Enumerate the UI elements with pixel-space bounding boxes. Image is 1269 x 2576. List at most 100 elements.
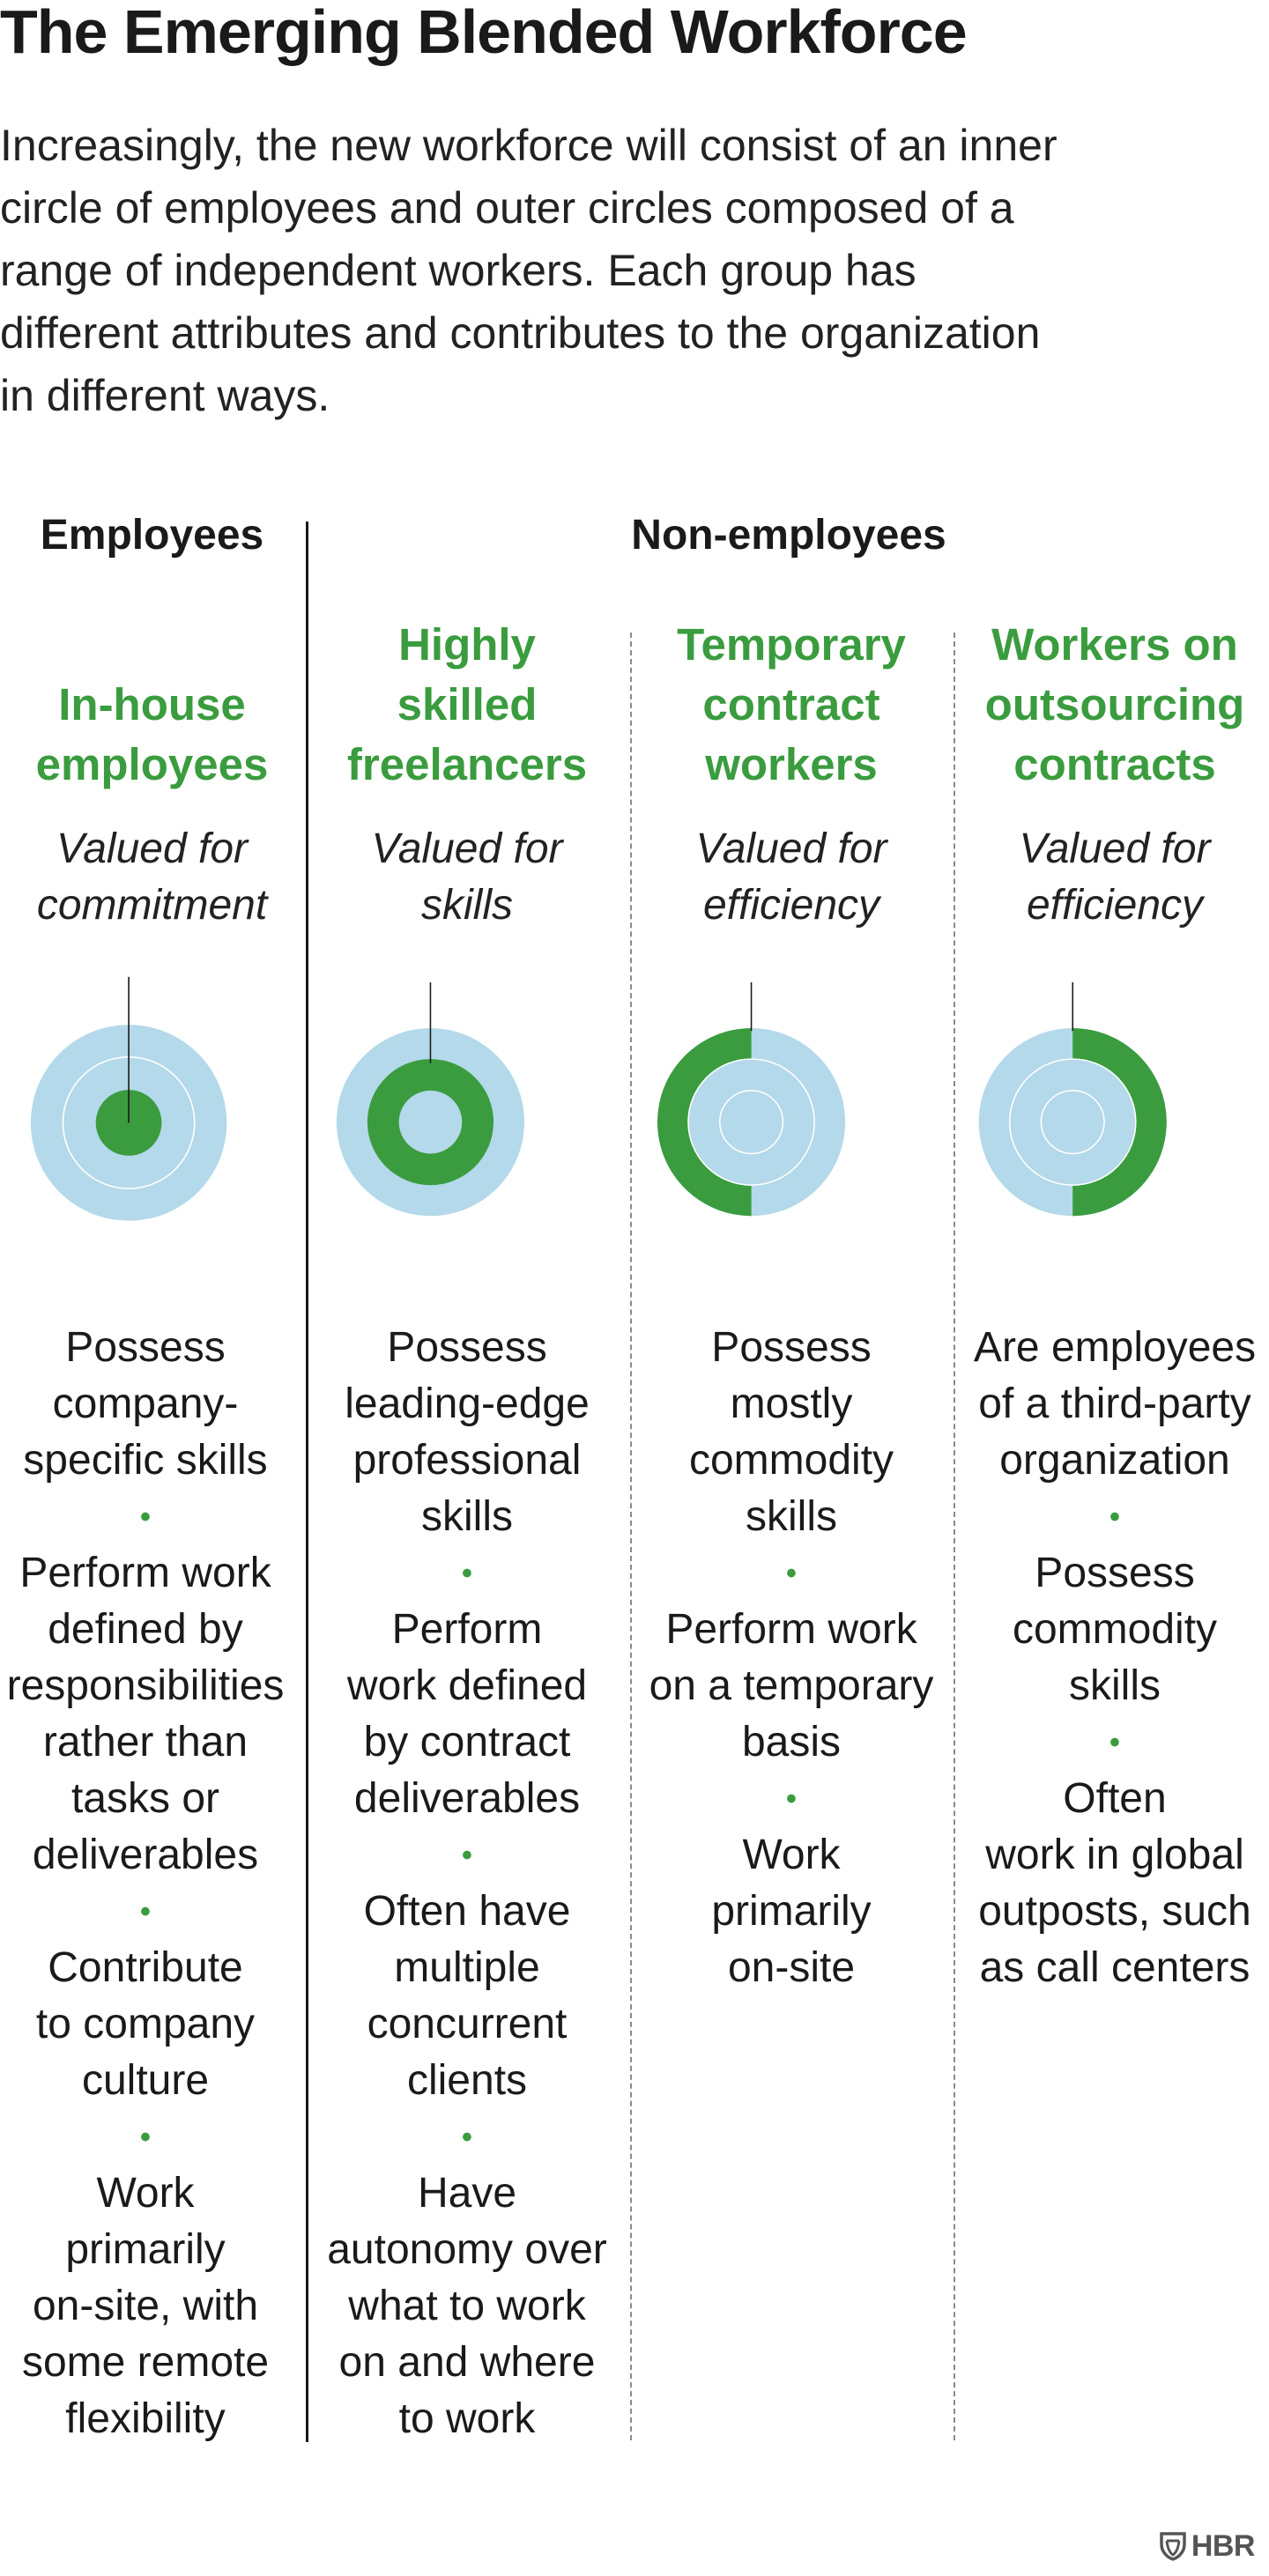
attribute-line: Have bbox=[417, 2170, 517, 2217]
inner-circle bbox=[1040, 1090, 1105, 1155]
attribute-item: Perform work on a temporary basis bbox=[633, 1602, 950, 1771]
worker-type-title-line: contract bbox=[702, 679, 880, 729]
worker-type-title: Temporary contract workers bbox=[633, 615, 950, 795]
concentric-circles-diagram bbox=[336, 982, 524, 1217]
valued-for-line: Valued for bbox=[371, 825, 563, 872]
attribute-list: Are employees of a third-party organizatio… bbox=[956, 1320, 1269, 1996]
worker-type-title-line: Temporary bbox=[677, 619, 906, 670]
attribute-item: Perform work defined by contract deliverabl… bbox=[308, 1602, 626, 1827]
attribute-line: of a third-party bbox=[978, 1381, 1251, 1427]
attribute-line: primarily bbox=[65, 2226, 226, 2273]
attribute-line: Possess bbox=[1035, 1550, 1195, 1596]
valued-for-line: commitment bbox=[36, 882, 268, 929]
attribute-line: concurrent bbox=[367, 2001, 568, 2047]
intro-line: different attributes and contributes to … bbox=[0, 308, 1041, 358]
attribute-line: deliverables bbox=[353, 1775, 581, 1822]
bullet-separator: • bbox=[1109, 1726, 1120, 1759]
valued-for-text: Valued for efficiency bbox=[633, 821, 950, 934]
attribute-line: Work bbox=[96, 2170, 195, 2217]
attribute-line: defined by bbox=[48, 1606, 243, 1653]
attribute-line: as call centers bbox=[979, 1944, 1250, 1991]
worker-type-title-line: Workers on bbox=[991, 619, 1238, 670]
attribute-line: company- bbox=[52, 1381, 239, 1427]
worker-type-title-line: contracts bbox=[1013, 739, 1216, 789]
valued-for-line: efficiency bbox=[702, 882, 880, 929]
valued-for-text: Valued for commitment bbox=[0, 821, 304, 934]
worker-type-title-line: freelancers bbox=[346, 739, 588, 789]
worker-type-title-line: workers bbox=[705, 739, 878, 789]
attribute-item: Contribute to company culture bbox=[0, 1940, 291, 2109]
attribute-line: work defined bbox=[346, 1662, 588, 1709]
valued-for-line: Valued for bbox=[56, 825, 249, 872]
bullet-separator: • bbox=[462, 2121, 472, 2154]
bullet-separator: • bbox=[140, 1500, 151, 1534]
concentric-circles-diagram bbox=[978, 982, 1167, 1217]
worker-type-title: Highly skilled freelancers bbox=[308, 615, 626, 795]
valued-for-text: Valued for efficiency bbox=[956, 821, 1269, 934]
intro-line: circle of employees and outer circles co… bbox=[0, 183, 1014, 233]
bullet-separator: • bbox=[462, 1839, 472, 1872]
attribute-line: Possess bbox=[387, 1324, 547, 1371]
attribute-line: what to work bbox=[348, 2283, 586, 2329]
bullet-separator: • bbox=[462, 1557, 472, 1590]
attribute-line: Contribute bbox=[48, 1944, 243, 1991]
valued-for-line: efficiency bbox=[1026, 882, 1204, 929]
attribute-line: outposts, such bbox=[978, 1888, 1251, 1935]
intro-line: in different ways. bbox=[0, 371, 330, 420]
valued-for-line: Valued for bbox=[695, 825, 887, 872]
attribute-line: Perform bbox=[391, 1606, 543, 1653]
concentric-circles-diagram bbox=[30, 976, 227, 1221]
attribute-item: Are employees of a third-party organizatio… bbox=[956, 1320, 1269, 1489]
inner-circle bbox=[398, 1090, 463, 1154]
attribute-list: Possess leading-edge professional skills • Pe… bbox=[308, 1320, 626, 2447]
attribute-item: Often have multiple concurrent clients bbox=[308, 1884, 626, 2109]
valued-for-line: skills bbox=[421, 882, 513, 929]
attribute-line: Often bbox=[1063, 1775, 1167, 1822]
attribute-line: deliverables bbox=[32, 1832, 259, 1878]
attribute-item: Possess company-specific skills bbox=[0, 1320, 291, 1489]
attribute-line: Perform work bbox=[665, 1606, 917, 1653]
attribute-line: rather than bbox=[42, 1719, 249, 1765]
attribute-item: Possess leading-edge professional skills bbox=[308, 1320, 626, 1545]
group-label-employees: Employees bbox=[40, 512, 264, 559]
bullet-separator: • bbox=[786, 1557, 797, 1590]
worker-type-title-line: employees bbox=[35, 739, 269, 789]
attribute-list: Possess mostly commodity skills • Perform wor… bbox=[633, 1320, 950, 1996]
attribute-line: Perform work bbox=[19, 1550, 271, 1596]
attribute-line: commodity bbox=[1012, 1606, 1218, 1653]
attribute-line: on-site bbox=[727, 1944, 856, 1991]
shield-icon bbox=[1160, 2532, 1186, 2561]
attribute-line: tasks or bbox=[70, 1775, 220, 1822]
worker-type-title-line: In-house bbox=[58, 679, 246, 729]
intro-paragraph: Increasingly, the new workforce will con… bbox=[0, 115, 1265, 427]
worker-column: In-house employees Valued for commitment Pos… bbox=[0, 0, 304, 2576]
attribute-line: professional bbox=[352, 1437, 582, 1484]
attribute-line: mostly bbox=[730, 1381, 853, 1427]
attribute-line: to company bbox=[35, 2001, 256, 2047]
hbr-logo-text: HBR bbox=[1191, 2528, 1256, 2563]
attribute-line: skills bbox=[421, 1493, 513, 1540]
attribute-line: autonomy over bbox=[327, 2226, 607, 2273]
page-title: The Emerging Blended Workforce bbox=[0, 0, 968, 66]
attribute-line: Possess bbox=[65, 1324, 226, 1371]
worker-column: Highly skilled freelancers Valued for skills… bbox=[308, 0, 626, 2576]
inner-circle bbox=[719, 1090, 784, 1155]
attribute-line: Are employees bbox=[973, 1324, 1257, 1371]
concentric-circles-diagram bbox=[657, 982, 846, 1217]
column-divider bbox=[954, 633, 955, 2440]
attribute-line: skills bbox=[746, 1493, 837, 1540]
attribute-line: on and where bbox=[338, 2339, 596, 2386]
attribute-line: commodity bbox=[688, 1437, 894, 1484]
attribute-line: responsibilities bbox=[6, 1662, 285, 1709]
inner-circle-highlighted bbox=[95, 1090, 162, 1156]
attribute-line: Often have bbox=[363, 1888, 571, 1935]
bullet-separator: • bbox=[786, 1782, 797, 1816]
worker-type-title: Workers on outsourcing contracts bbox=[956, 615, 1269, 795]
attribute-item: Work primarily on-site bbox=[633, 1827, 950, 1996]
valued-for-text: Valued for skills bbox=[308, 821, 626, 934]
worker-type-title-line: skilled bbox=[397, 679, 538, 729]
attribute-line: Possess bbox=[711, 1324, 872, 1371]
bullet-separator: • bbox=[1109, 1500, 1120, 1534]
attribute-line: clients bbox=[406, 2057, 528, 2104]
